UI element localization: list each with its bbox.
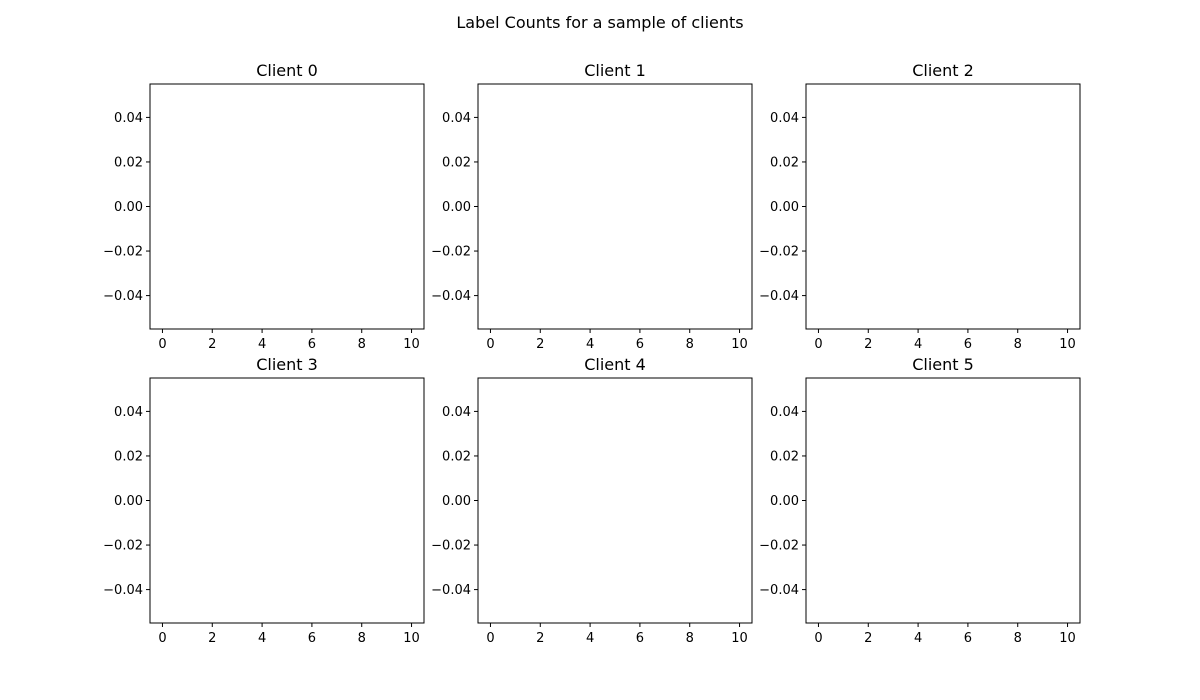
axes-frame [805, 377, 1081, 624]
y-tick-label: 0.02 [114, 155, 143, 170]
axes-frame [149, 377, 425, 624]
x-tick-label: 0 [486, 337, 494, 352]
x-tick-label: 6 [964, 631, 972, 646]
x-tick-label: 4 [586, 337, 594, 352]
y-tick-label: −0.04 [759, 583, 799, 598]
figure-title: Label Counts for a sample of clients [456, 13, 743, 32]
x-tick-label: 4 [586, 631, 594, 646]
y-tick-label: 0.02 [770, 449, 799, 464]
subplot-5: Client 5 0 2 4 6 8 10 0.04 0.02 0.00 −0.02 −0.04 [759, 355, 1081, 646]
y-tick-label: 0.04 [770, 111, 799, 126]
subplot-title: Client 5 [912, 355, 974, 374]
x-tick-label: 6 [964, 337, 972, 352]
y-tick-label: 0.04 [770, 405, 799, 420]
y-tick-label: 0.04 [114, 405, 143, 420]
y-tick-label: 0.04 [114, 111, 143, 126]
axes-frame [805, 83, 1081, 330]
x-tick-label: 10 [403, 337, 420, 352]
subplot-3: Client 3 0 2 4 6 8 10 0.04 0.02 0.00 −0.02 −0.04 [103, 355, 425, 646]
subplot-title: Client 4 [584, 355, 646, 374]
x-tick-label: 8 [358, 631, 366, 646]
y-tick-label: −0.04 [759, 289, 799, 304]
y-tick-label: −0.02 [759, 539, 799, 554]
axes-frame [477, 83, 753, 330]
x-tick-label: 6 [308, 337, 316, 352]
subplot-0: Client 0 0 2 4 6 8 10 0.04 0.02 0.00 −0.02 −0.04 [103, 61, 425, 352]
subplot-title: Client 1 [584, 61, 646, 80]
x-tick-label: 10 [1059, 337, 1076, 352]
y-tick-label: −0.04 [103, 289, 143, 304]
y-tick-label: −0.02 [103, 539, 143, 554]
y-tick-label: −0.02 [431, 539, 471, 554]
x-tick-label: 8 [358, 337, 366, 352]
y-tick-label: 0.02 [114, 449, 143, 464]
x-tick-label: 4 [258, 337, 266, 352]
y-tick-label: 0.00 [442, 494, 471, 509]
axes-frame [477, 377, 753, 624]
x-tick-label: 0 [158, 631, 166, 646]
y-tick-label: 0.04 [442, 111, 471, 126]
x-tick-label: 10 [1059, 631, 1076, 646]
x-tick-label: 2 [536, 337, 544, 352]
x-tick-label: 4 [914, 337, 922, 352]
x-tick-label: 6 [636, 631, 644, 646]
x-tick-label: 4 [258, 631, 266, 646]
x-tick-label: 8 [1014, 337, 1022, 352]
y-tick-label: 0.02 [442, 449, 471, 464]
y-tick-label: −0.02 [103, 245, 143, 260]
y-tick-label: −0.04 [103, 583, 143, 598]
x-tick-label: 0 [486, 631, 494, 646]
subplot-title: Client 0 [256, 61, 318, 80]
x-tick-label: 8 [686, 631, 694, 646]
y-tick-label: 0.00 [442, 200, 471, 215]
x-tick-label: 8 [1014, 631, 1022, 646]
y-tick-label: 0.02 [770, 155, 799, 170]
y-tick-label: 0.00 [114, 200, 143, 215]
y-tick-label: 0.00 [770, 494, 799, 509]
x-tick-label: 0 [158, 337, 166, 352]
subplot-title: Client 2 [912, 61, 974, 80]
y-tick-label: 0.04 [442, 405, 471, 420]
axes-frame [149, 83, 425, 330]
x-tick-label: 2 [536, 631, 544, 646]
y-tick-label: −0.02 [431, 245, 471, 260]
subplot-title: Client 3 [256, 355, 318, 374]
x-tick-label: 10 [731, 337, 748, 352]
y-tick-label: −0.04 [431, 583, 471, 598]
subplot-1: Client 1 0 2 4 6 8 10 0.04 0.02 0.00 −0.02 −0.04 [431, 61, 753, 352]
y-tick-label: −0.02 [759, 245, 799, 260]
subplot-2: Client 2 0 2 4 6 8 10 0.04 0.02 0.00 −0.02 −0.04 [759, 61, 1081, 352]
x-tick-label: 4 [914, 631, 922, 646]
x-tick-label: 2 [864, 337, 872, 352]
x-tick-label: 10 [731, 631, 748, 646]
y-tick-label: 0.00 [770, 200, 799, 215]
x-tick-label: 10 [403, 631, 420, 646]
x-tick-label: 6 [636, 337, 644, 352]
y-tick-label: 0.02 [442, 155, 471, 170]
x-tick-label: 2 [864, 631, 872, 646]
subplots-grid: Client 00 2 4 6 8 100.040.020.00−0.02−0.04Cli… [103, 61, 1081, 646]
x-tick-label: 0 [814, 337, 822, 352]
subplot-4: Client 4 0 2 4 6 8 10 0.04 0.02 0.00 −0.02 −0.04 [431, 355, 753, 646]
x-tick-label: 8 [686, 337, 694, 352]
x-tick-label: 2 [208, 631, 216, 646]
y-tick-label: 0.00 [114, 494, 143, 509]
x-tick-label: 2 [208, 337, 216, 352]
x-tick-label: 6 [308, 631, 316, 646]
x-tick-label: 0 [814, 631, 822, 646]
y-tick-label: −0.04 [431, 289, 471, 304]
